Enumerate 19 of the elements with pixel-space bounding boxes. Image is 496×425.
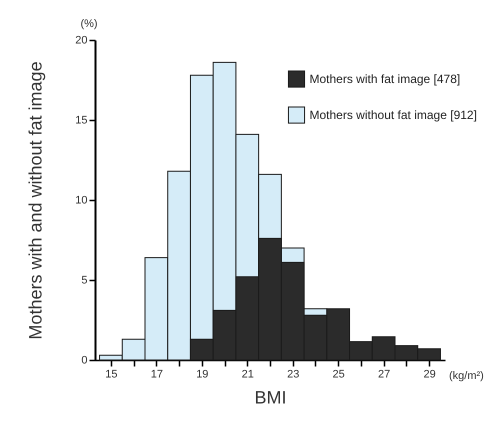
x-tick-label: 29 [423, 368, 436, 380]
text: (%) [80, 18, 98, 30]
text: (kg/m²) [449, 370, 484, 382]
y-axis-title: Mothers with and without fat image [25, 61, 46, 340]
x-tick-label: 27 [378, 368, 390, 380]
x-tick-label: 21 [242, 368, 254, 380]
y-tick-label: 0 [81, 354, 88, 366]
legend-label: Mothers with fat image [478] [310, 72, 460, 86]
x-axis-title: BMI [254, 388, 287, 408]
x-tick-label: 15 [105, 368, 118, 380]
legend-label: Mothers without fat image [912] [310, 108, 477, 122]
x-tick-label: 23 [287, 368, 300, 380]
y-tick-label: 20 [75, 34, 88, 46]
x-tick-label: 25 [332, 368, 345, 380]
x-tick-label: 17 [150, 368, 163, 380]
y-tick-label: 10 [75, 194, 88, 206]
x-tick-label: 19 [196, 368, 208, 380]
y-tick-label: 15 [75, 114, 88, 126]
y-tick-label: 5 [81, 274, 88, 286]
